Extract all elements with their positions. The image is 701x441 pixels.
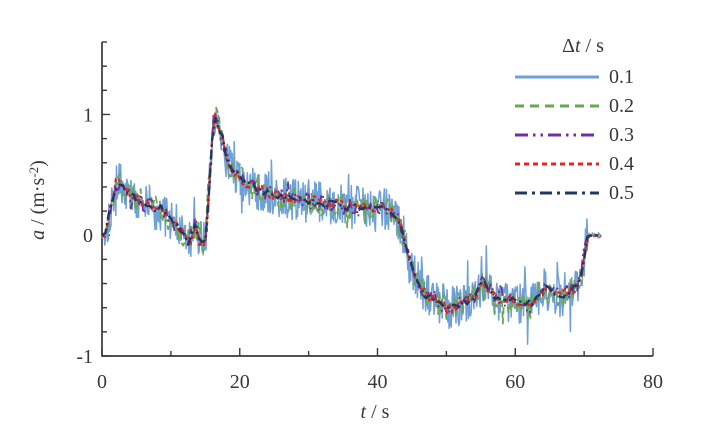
legend-item-label: 0.3 [609, 123, 634, 146]
y-tick-label: 0 [83, 225, 93, 247]
y-tick-label: 1 [83, 104, 93, 126]
y-axis-unit: / (m·s [27, 177, 49, 230]
x-axis-label: t / s [325, 401, 425, 424]
legend-item-label: 0.2 [609, 94, 634, 117]
legend-rows: 0.1 0.2 0.3 0.4 0.5 [508, 62, 658, 207]
legend-line-sample [515, 191, 599, 194]
y-tick-label: -1 [76, 346, 93, 368]
legend: Δt / s 0.1 0.2 0.3 0.4 0.5 [508, 34, 658, 207]
series-line-0.2 [101, 106, 602, 325]
x-tick-label: 20 [230, 371, 250, 393]
y-axis-label: a / (m·s-2) [22, 130, 49, 270]
legend-line-sample [515, 133, 599, 136]
x-axis-unit: / s [366, 401, 390, 423]
y-axis-unit-exponent: -2 [26, 166, 41, 178]
ticks [101, 41, 654, 357]
legend-item-0.4: 0.4 [508, 149, 658, 178]
y-axis-unit-close: ) [27, 160, 49, 167]
legend-item-0.2: 0.2 [508, 91, 658, 120]
legend-item-label: 0.5 [609, 181, 634, 204]
legend-item-0.5: 0.5 [508, 178, 658, 207]
x-tick-label: 40 [368, 371, 388, 393]
legend-title-delta: Δ [562, 35, 575, 57]
series-line-0.3 [101, 112, 601, 316]
x-tick-label: 60 [505, 371, 525, 393]
legend-title: Δt / s [508, 34, 658, 58]
series-line-0.4 [101, 112, 601, 314]
legend-title-variable: t [574, 35, 581, 57]
x-axis-variable: t [360, 401, 367, 423]
legend-item-label: 0.4 [609, 152, 634, 175]
legend-title-unit: / s [580, 35, 604, 57]
series-group [101, 106, 602, 345]
legend-item-label: 0.1 [609, 65, 634, 88]
legend-item-0.1: 0.1 [508, 62, 658, 91]
legend-line-sample [515, 104, 599, 107]
y-axis-variable: a [27, 229, 49, 240]
x-tick-label: 80 [643, 371, 663, 393]
legend-line-sample [515, 162, 599, 165]
x-tick-label: 0 [97, 371, 107, 393]
legend-item-0.3: 0.3 [508, 120, 658, 149]
legend-line-sample [515, 75, 599, 78]
